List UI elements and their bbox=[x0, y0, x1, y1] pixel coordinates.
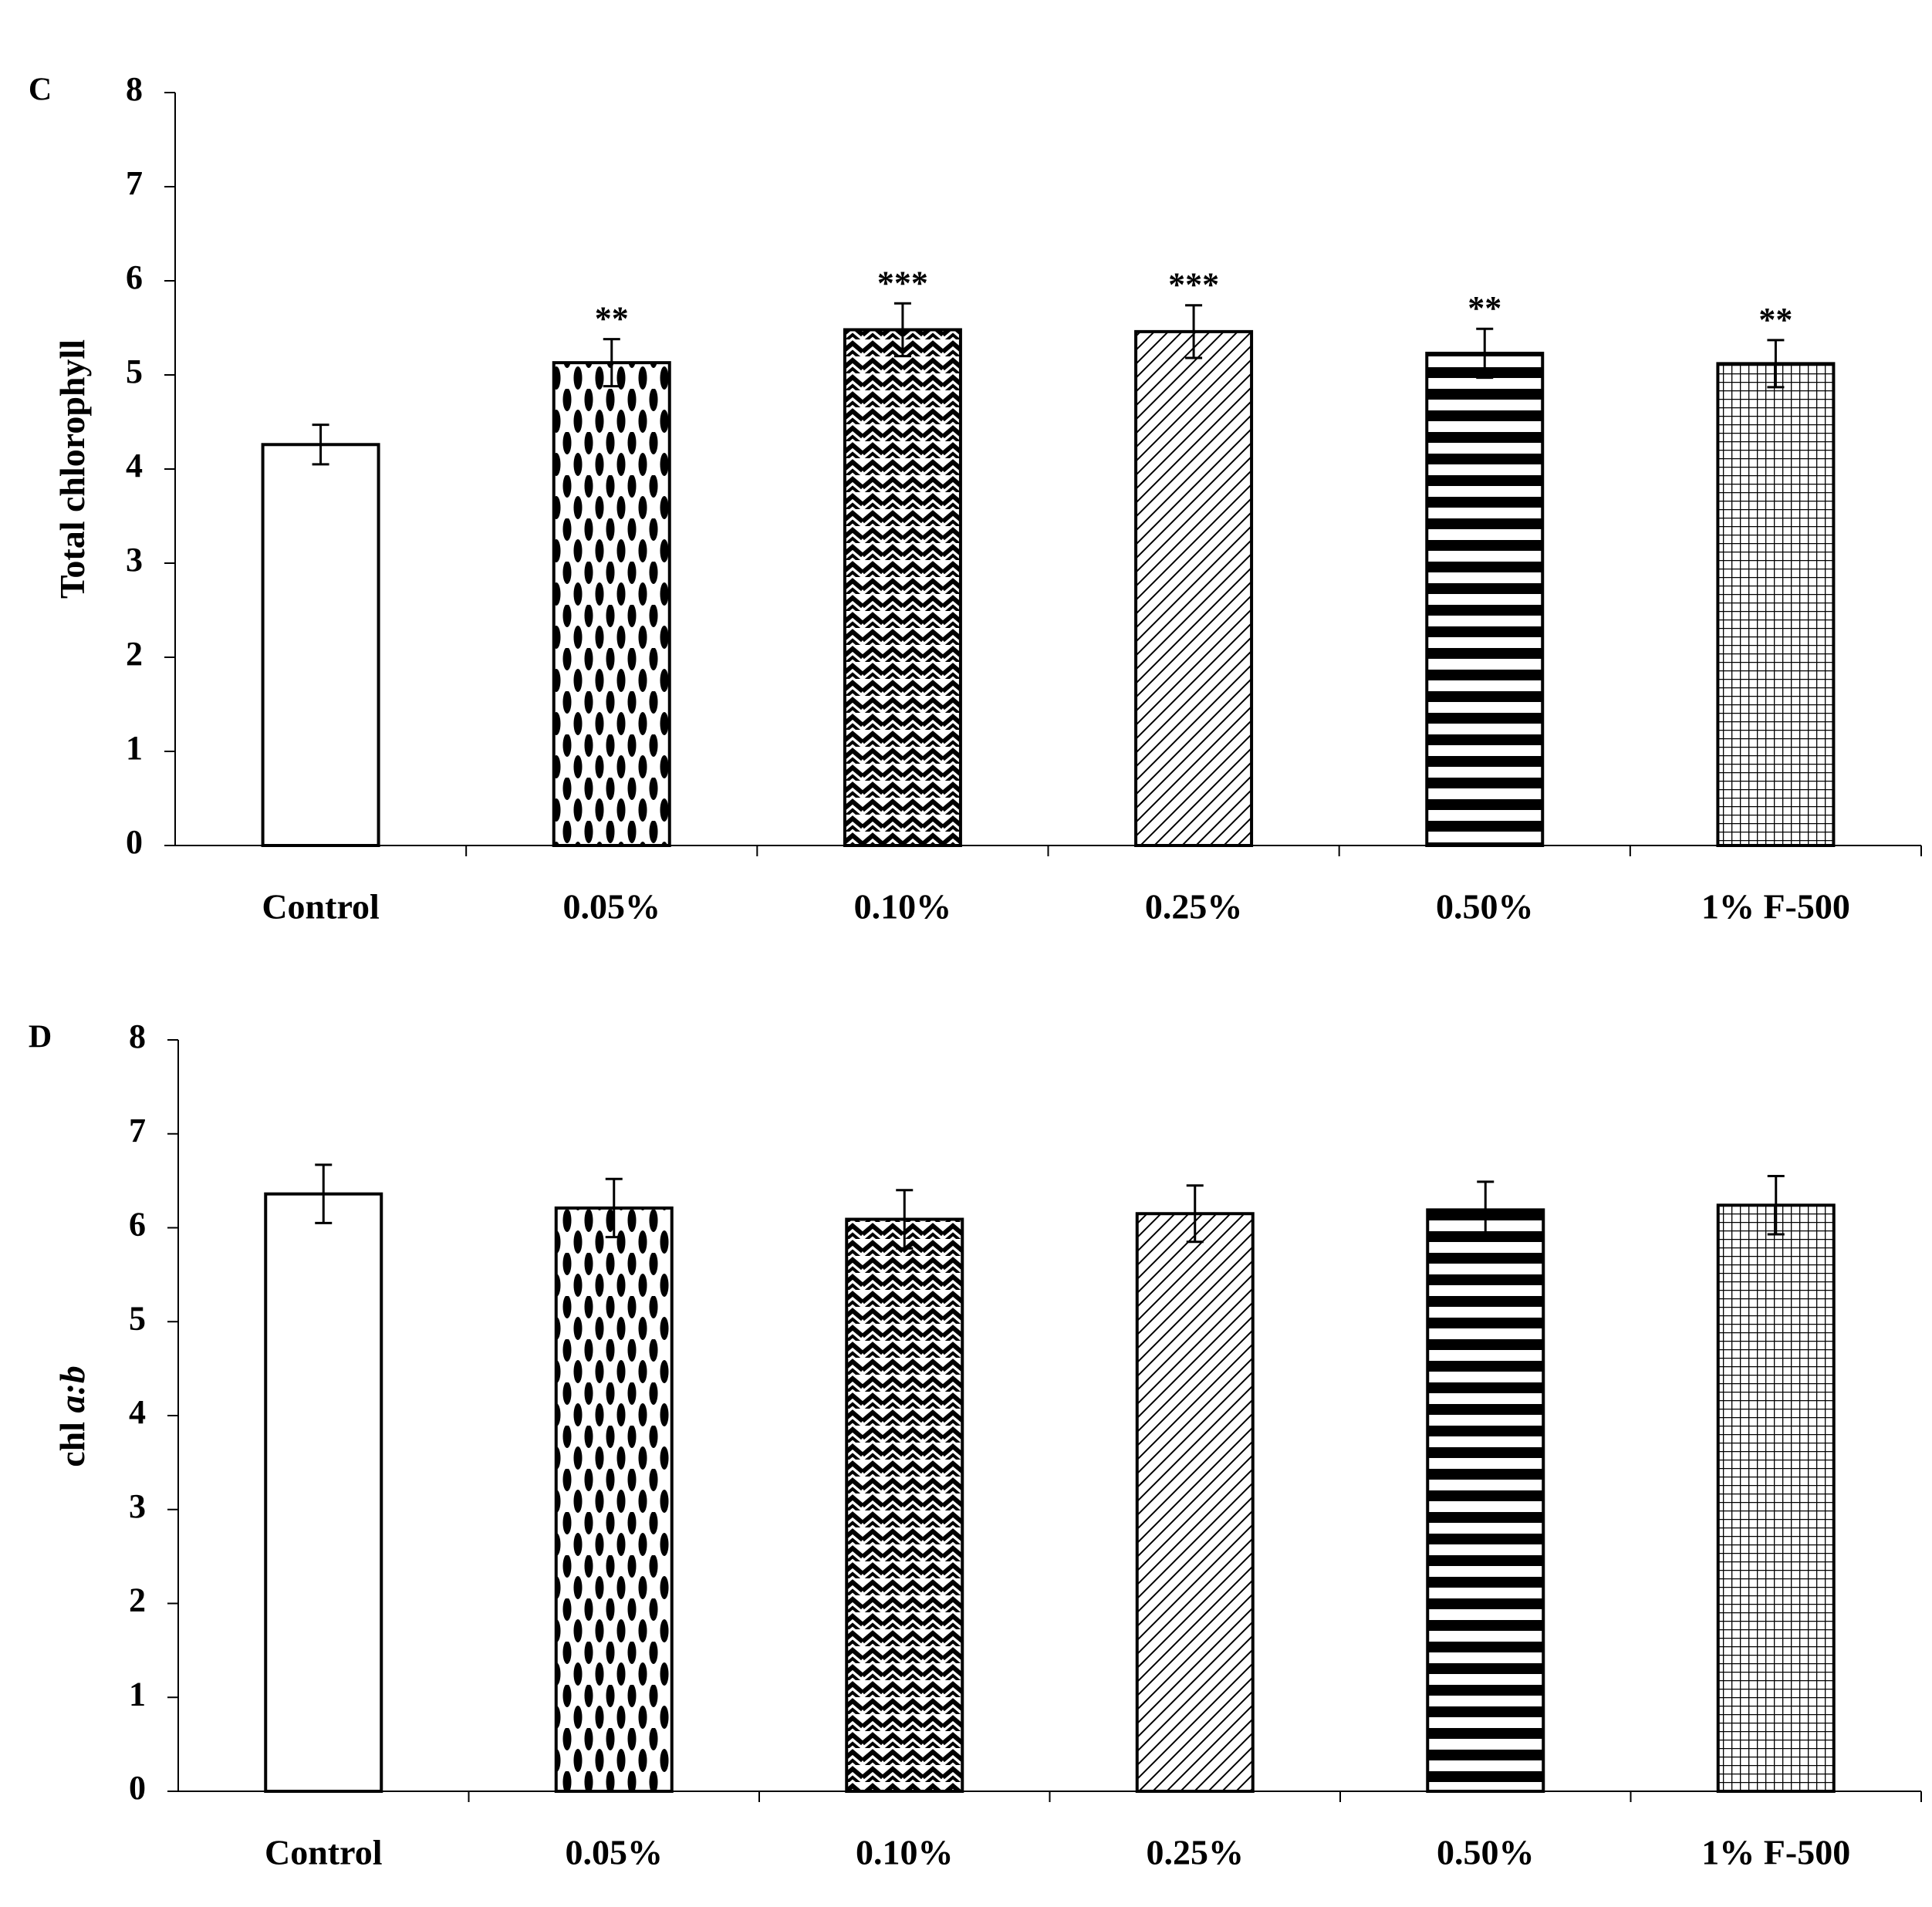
bar-0-25- bbox=[1134, 329, 1254, 847]
y-tick-label: 2 bbox=[129, 1581, 146, 1619]
y-axis-label-part: Total chlorophyll bbox=[52, 339, 92, 599]
bar-0-50- bbox=[1426, 1208, 1545, 1794]
y-tick-label: 8 bbox=[126, 70, 143, 108]
y-tick-label: 5 bbox=[129, 1299, 146, 1337]
bar-0-50- bbox=[1425, 351, 1545, 847]
y-tick-label: 4 bbox=[126, 447, 143, 484]
y-tick-label: 7 bbox=[126, 164, 143, 202]
bar-control bbox=[261, 443, 380, 847]
significance-label: *** bbox=[877, 264, 928, 302]
x-tick-label: Control bbox=[262, 887, 380, 926]
y-tick-label: 0 bbox=[129, 1769, 146, 1807]
bar-0-10- bbox=[843, 328, 962, 847]
x-tick-label: 0.05% bbox=[563, 887, 661, 926]
significance-label: ** bbox=[1468, 289, 1501, 327]
bar-0-25- bbox=[1135, 1212, 1255, 1794]
x-tick-label: 0.10% bbox=[854, 887, 952, 926]
y-tick-label: 1 bbox=[129, 1675, 146, 1713]
significance-label: ** bbox=[1758, 301, 1792, 339]
x-tick-label: 0.25% bbox=[1147, 1833, 1245, 1872]
y-axis-label-part: chl bbox=[52, 1413, 92, 1467]
bar-0-05- bbox=[552, 361, 671, 847]
y-axis-label: Total chlorophyll bbox=[52, 339, 92, 599]
y-tick-label: 6 bbox=[129, 1206, 146, 1244]
x-tick-label: 0.25% bbox=[1145, 887, 1243, 926]
bar-0-10- bbox=[845, 1217, 964, 1793]
bar-0-05- bbox=[554, 1206, 674, 1793]
y-tick-label: 1 bbox=[126, 729, 143, 767]
bar-1-f-500 bbox=[1716, 1203, 1836, 1793]
x-tick-label: 1% F-500 bbox=[1701, 1833, 1850, 1872]
panel-c: C 0 1 2 3 4 5 6 7 8 Total chlorophyll Control ** 0.05… bbox=[29, 70, 1922, 926]
panel-d: D 0 1 2 3 4 5 6 7 8 chl a:b Control 0.05% 0.10% 0.25% 0… bbox=[29, 1018, 1922, 1872]
y-tick-label: 3 bbox=[129, 1487, 146, 1525]
x-tick-label: 0.10% bbox=[856, 1833, 954, 1872]
y-tick-label: 3 bbox=[126, 541, 143, 579]
x-tick-label: Control bbox=[265, 1833, 383, 1872]
bar-control bbox=[264, 1192, 383, 1794]
significance-label: *** bbox=[1168, 266, 1219, 304]
x-tick-label: 1% F-500 bbox=[1701, 887, 1850, 926]
x-tick-label: 0.50% bbox=[1436, 887, 1534, 926]
significance-label: ** bbox=[595, 300, 629, 338]
y-tick-label: 7 bbox=[129, 1112, 146, 1149]
y-tick-label: 5 bbox=[126, 353, 143, 390]
y-tick-label: 6 bbox=[126, 258, 143, 296]
x-tick-label: 0.05% bbox=[566, 1833, 664, 1872]
y-tick-label: 8 bbox=[129, 1018, 146, 1055]
y-tick-label: 0 bbox=[126, 823, 143, 861]
panel-label: C bbox=[29, 73, 52, 108]
bar-1-f-500 bbox=[1716, 362, 1836, 847]
y-tick-label: 2 bbox=[126, 635, 143, 673]
panel-label: D bbox=[29, 1020, 52, 1055]
y-tick-label: 4 bbox=[129, 1393, 146, 1431]
y-axis-label-part: a:b bbox=[52, 1365, 92, 1413]
y-axis-label: chl a:b bbox=[52, 1365, 92, 1467]
x-tick-label: 0.50% bbox=[1437, 1833, 1535, 1872]
